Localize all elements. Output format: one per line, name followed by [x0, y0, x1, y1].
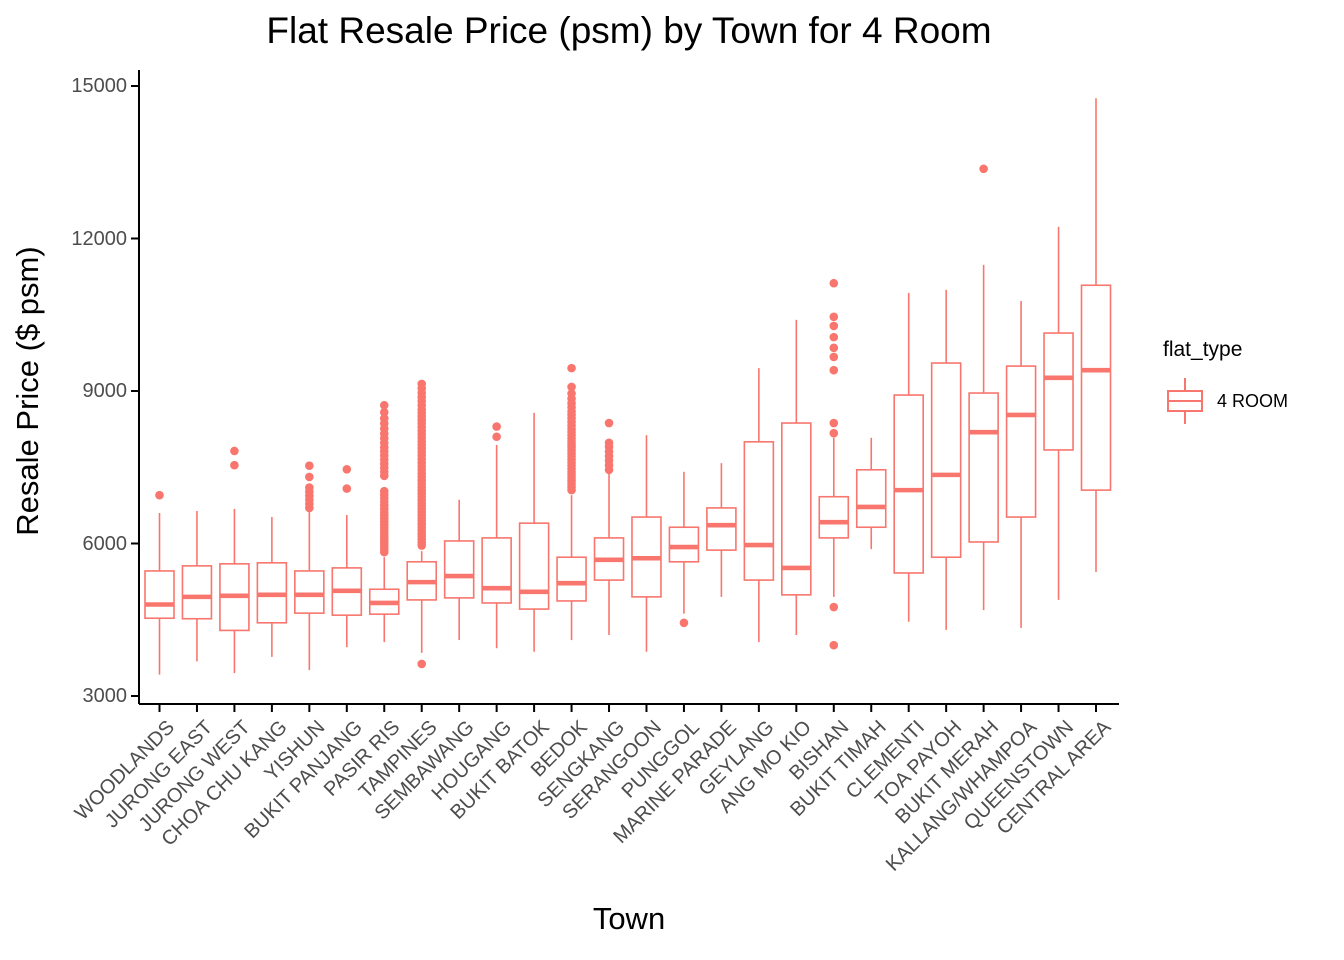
iqr-box [294, 570, 325, 614]
boxplot-marine-parade [706, 463, 737, 597]
outlier-dot [829, 352, 839, 362]
outlier-dot [342, 484, 352, 493]
x-axis-title: Town [592, 901, 666, 936]
outlier-dot [567, 389, 576, 398]
boxplot-central-area [1080, 98, 1112, 572]
boxplot-clementi [893, 292, 925, 622]
iqr-box [181, 565, 213, 620]
iqr-box [893, 394, 925, 574]
boxplot-geylang [743, 368, 775, 643]
iqr-box [668, 526, 700, 563]
outlier-dot [829, 428, 839, 438]
outlier-dot [567, 382, 576, 392]
boxplot-bishan [818, 278, 850, 650]
outlier-dot [379, 486, 389, 496]
boxplot-choa-chu-kang [256, 517, 288, 657]
outlier-dot [492, 422, 501, 431]
outlier-dot [230, 460, 239, 470]
iqr-box [443, 540, 475, 599]
outlier-dot [829, 278, 839, 288]
outlier-dot [829, 321, 839, 331]
boxplot-sembawang [443, 499, 475, 641]
outlier-dot [155, 490, 164, 500]
boxplot-key-icon [1167, 378, 1203, 424]
boxplot-pasir-ris [368, 400, 400, 643]
iqr-box [930, 362, 962, 559]
legend-item: 4 ROOM [1163, 376, 1288, 426]
iqr-box [556, 556, 587, 602]
outlier-dot [305, 472, 314, 482]
iqr-box [518, 522, 550, 610]
outlier-dot [379, 400, 389, 410]
legend-item-label: 4 ROOM [1217, 390, 1289, 411]
y-tick-label-9000: 9000 [82, 380, 128, 402]
boxplot-bukit-timah [855, 437, 887, 550]
iqr-box [144, 570, 175, 620]
iqr-box [1043, 332, 1074, 451]
outlier-dot [979, 164, 988, 174]
boxplot-kallang-whampoa [1005, 301, 1037, 628]
outlier-dot [829, 640, 839, 650]
outlier-dot [679, 618, 689, 628]
y-tick-label-15000: 15000 [71, 75, 127, 97]
boxplot-queenstown [1043, 226, 1074, 600]
outlier-dot [417, 659, 427, 669]
boxplot-yishun [294, 461, 325, 671]
boxplot-bedok [556, 363, 587, 641]
boxplot-toa-payoh [930, 289, 962, 630]
outlier-dot [342, 464, 352, 474]
y-tick-label-6000: 6000 [82, 532, 128, 555]
boxplot-jurong-west [219, 446, 250, 674]
outlier-dot [379, 414, 389, 423]
iqr-box [743, 441, 775, 581]
outlier-dot [829, 418, 839, 428]
legend-title: flat_type [1163, 338, 1243, 361]
iqr-box [818, 495, 850, 539]
boxplot-bukit-batok [518, 412, 550, 652]
outlier-dot [829, 312, 839, 322]
outlier-dot [829, 332, 839, 342]
outlier-dot [379, 408, 389, 417]
boxplot-bukit-panjang [331, 464, 363, 648]
iqr-box [855, 468, 887, 529]
chart-title: Flat Resale Price (psm) by Town for 4 Ro… [266, 10, 992, 51]
outlier-dot [567, 363, 576, 373]
boxplot-punggol [668, 471, 700, 628]
outlier-dot [305, 483, 314, 492]
boxplot-hougang [481, 422, 512, 649]
outlier-dot [604, 438, 614, 448]
boxplot-woodlands [144, 490, 175, 675]
boxplot-serangoon [631, 435, 662, 652]
iqr-box [706, 507, 737, 551]
outlier-dot [604, 418, 614, 428]
outlier-dot [305, 461, 314, 471]
boxplot-sengkang [593, 418, 625, 635]
outlier-dot [417, 379, 427, 389]
boxplot-bukit-merah [968, 164, 999, 611]
outlier-dot [492, 432, 501, 442]
iqr-box [968, 392, 999, 543]
boxplot-tampines [406, 379, 438, 669]
outlier-dot [829, 365, 839, 375]
iqr-box [1005, 365, 1037, 518]
y-tick-label-3000: 3000 [82, 685, 128, 707]
outlier-dot [829, 343, 839, 353]
outlier-dot [230, 446, 239, 456]
legend: flat_type 4 ROOM [1163, 338, 1288, 426]
y-tick-label-12000: 12000 [71, 227, 127, 250]
iqr-box [1080, 284, 1112, 491]
boxplot-ang-mo-kio [781, 319, 812, 635]
boxplot-jurong-east [181, 510, 213, 662]
outlier-dot [829, 602, 839, 612]
iqr-box [481, 537, 512, 604]
